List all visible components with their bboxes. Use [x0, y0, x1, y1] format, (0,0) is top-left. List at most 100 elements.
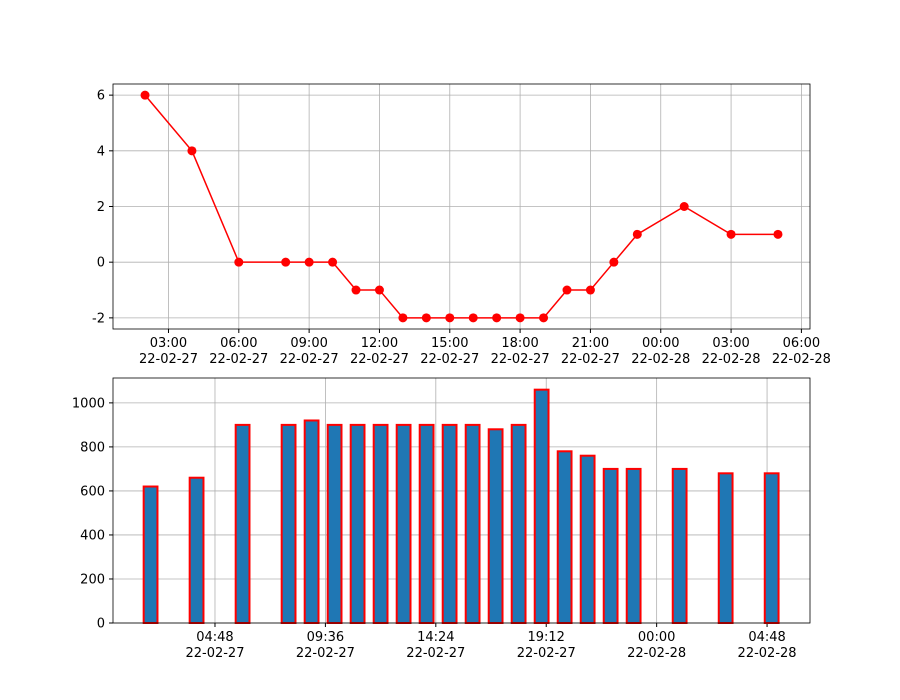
- bar: [303, 419, 320, 624]
- y-tick-label: 200: [80, 572, 105, 587]
- marker: [468, 313, 478, 323]
- marker: [679, 202, 689, 211]
- bar: [418, 423, 435, 624]
- y-tick-label: 1000: [72, 396, 105, 411]
- tick-line: 22-02-28: [702, 352, 761, 367]
- marker: [515, 313, 525, 323]
- tick-line: 22-02-27: [350, 352, 409, 367]
- tick-line: 22-02-27: [406, 646, 465, 661]
- bar: [441, 423, 458, 624]
- y-tick-label: 4: [97, 144, 105, 159]
- marker: [374, 285, 384, 295]
- tick-line: 22-02-27: [491, 352, 550, 367]
- bar: [372, 423, 389, 624]
- bar: [188, 476, 205, 624]
- bar: [349, 423, 366, 624]
- marker: [562, 285, 572, 295]
- x-tick-label: 18:00 22-02-27: [491, 336, 550, 367]
- marker: [328, 257, 338, 267]
- bar: [671, 467, 688, 624]
- tick-line: 00:00: [638, 630, 675, 645]
- marker: [398, 313, 408, 323]
- x-tick-label: 15:00 22-02-27: [420, 336, 479, 367]
- x-tick-label: 09:36 22-02-27: [296, 630, 355, 661]
- bar: [395, 423, 412, 624]
- tick-line: 22-02-28: [627, 646, 686, 661]
- tick-line: 06:00: [220, 336, 257, 351]
- marker: [585, 285, 595, 295]
- marker: [351, 285, 361, 295]
- tick-line: 03:00: [712, 336, 749, 351]
- marker: [304, 257, 314, 267]
- bar: [625, 467, 642, 624]
- tick-line: 04:48: [196, 630, 233, 645]
- marker: [539, 313, 549, 323]
- x-tick-label: 03:00 22-02-27: [139, 336, 198, 367]
- x-tick-label: 04:48 22-02-27: [185, 630, 244, 661]
- y-tick-label: 2: [97, 200, 105, 215]
- bar: [556, 450, 573, 624]
- x-tick-label: 09:00 22-02-27: [280, 336, 339, 367]
- tick-line: 22-02-28: [772, 352, 831, 367]
- line: [144, 94, 778, 319]
- tick-line: 22-02-27: [185, 646, 244, 661]
- marker: [140, 90, 150, 100]
- x-tick-label: 21:00 22-02-27: [561, 336, 620, 367]
- tick-line: 03:00: [150, 336, 187, 351]
- marker: [492, 313, 502, 323]
- marker: [726, 229, 736, 239]
- tick-line: 09:00: [290, 336, 327, 351]
- tick-line: 15:00: [431, 336, 468, 351]
- tick-line: 21:00: [572, 336, 609, 351]
- bar: [280, 423, 297, 624]
- marker: [609, 257, 619, 267]
- y-tick-label: 800: [80, 440, 105, 455]
- bar: [717, 472, 734, 624]
- bar: [326, 423, 343, 624]
- y-tick-label: 400: [80, 528, 105, 543]
- bar: [602, 467, 619, 624]
- tick-line: 14:24: [417, 630, 454, 645]
- tick-line: 00:00: [642, 336, 679, 351]
- bar: [579, 454, 596, 624]
- x-tick-label: 06:00 22-02-28: [772, 336, 831, 367]
- marker: [187, 146, 197, 156]
- y-tick-label: 600: [80, 484, 105, 499]
- tick-line: 22-02-27: [280, 352, 339, 367]
- tick-line: 12:00: [361, 336, 398, 351]
- axes-frame: [112, 377, 811, 624]
- tick-line: 19:12: [527, 630, 564, 645]
- bar: [142, 485, 159, 624]
- tick-line: 18:00: [501, 336, 538, 351]
- bar: [464, 423, 481, 624]
- marker: [281, 257, 291, 267]
- tick-line: 22-02-28: [738, 646, 797, 661]
- x-tick-label: 12:00 22-02-27: [350, 336, 409, 367]
- bar: [487, 428, 504, 624]
- y-tick-label: -2: [92, 311, 105, 326]
- tick-line: 22-02-27: [517, 646, 576, 661]
- x-tick-label: 06:00 22-02-27: [209, 336, 268, 367]
- x-tick-label: 03:00 22-02-28: [702, 336, 761, 367]
- y-tick-label: 0: [97, 617, 105, 632]
- x-tick-label: 04:48 22-02-28: [738, 630, 797, 661]
- bar: [234, 423, 251, 624]
- axes-frame: [112, 83, 811, 330]
- bar: [510, 423, 527, 624]
- tick-line: 06:00: [783, 336, 820, 351]
- bar: [763, 472, 780, 624]
- y-tick-label: 0: [97, 256, 105, 271]
- tick-line: 22-02-27: [561, 352, 620, 367]
- tick-line: 04:48: [748, 630, 785, 645]
- x-tick-label: 00:00 22-02-28: [631, 336, 690, 367]
- tick-line: 22-02-27: [209, 352, 268, 367]
- marker: [445, 313, 455, 323]
- x-tick-label: 19:12 22-02-27: [517, 630, 576, 661]
- x-tick-label: 00:00 22-02-28: [627, 630, 686, 661]
- y-tick-label: 6: [97, 89, 105, 104]
- tick-line: 22-02-28: [631, 352, 690, 367]
- marker: [773, 229, 783, 239]
